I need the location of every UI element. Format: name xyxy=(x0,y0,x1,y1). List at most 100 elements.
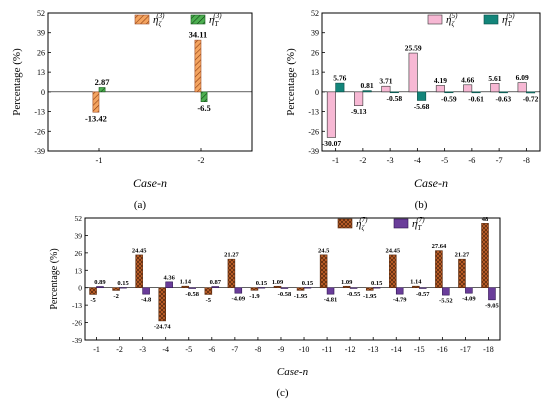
bar-eta-t xyxy=(326,287,335,295)
data-label: 34.11 xyxy=(189,30,208,40)
data-label: -0.58 xyxy=(185,291,199,298)
panel-b-chart: 52 39 26 13 0 -13 -26 -39 Percentage (%) -1 -30.07… xyxy=(285,9,541,211)
data-label: -4.8 xyxy=(141,297,152,304)
bar-eta-t xyxy=(389,91,399,94)
bar-eta-t xyxy=(211,286,220,289)
bar-eta-zeta xyxy=(326,91,336,138)
legend: ηζ(7) ηT(7) xyxy=(337,216,425,232)
bar-eta-zeta xyxy=(435,250,443,289)
data-label: -9.05 xyxy=(485,302,499,309)
plot-frame xyxy=(84,217,501,341)
legend-swatch xyxy=(393,218,409,229)
bar-eta-zeta xyxy=(319,254,328,289)
data-label: -4.09 xyxy=(462,296,476,303)
data-label: -0.72 xyxy=(523,94,539,103)
bar-eta-t xyxy=(444,91,454,94)
bar-eta-zeta xyxy=(517,82,527,93)
x-tick-label: -13 xyxy=(368,345,379,354)
y-axis-label: Percentage (%) xyxy=(285,48,297,116)
data-label: 0.15 xyxy=(371,280,383,287)
data-label: -2 xyxy=(113,293,118,300)
bar-eta-zeta xyxy=(481,223,489,289)
x-tick-label: -7 xyxy=(232,345,239,354)
y-tick-label: 0 xyxy=(78,284,82,293)
bar-eta-t xyxy=(465,287,473,294)
x-tick-label: -18 xyxy=(483,345,494,354)
bar-eta-zeta xyxy=(412,285,420,289)
x-tick-label: -6 xyxy=(468,155,475,165)
panel-c-chart: 52 39 26 13 0 -13 -26 -39 Percentage (%) -1 -5 0.89… xyxy=(49,214,501,399)
y-tick-label: 52 xyxy=(75,214,83,223)
plot-frame xyxy=(321,12,541,152)
bar-eta-zeta xyxy=(458,258,466,289)
x-axis-label: Case-n xyxy=(414,176,448,190)
legend-swatch xyxy=(337,218,353,229)
y-tick-label: -13 xyxy=(308,108,319,117)
y-tick-label: 26 xyxy=(311,48,319,57)
x-tick-label: -1 xyxy=(332,155,339,165)
x-tick-label: -5 xyxy=(441,155,448,165)
bar-eta-t xyxy=(257,287,266,289)
y-tick-label: 39 xyxy=(311,29,319,38)
bar-eta-zeta xyxy=(435,85,445,93)
bar-eta-t xyxy=(526,91,536,94)
x-tick-label: -1 xyxy=(95,155,102,165)
x-tick-label: -3 xyxy=(139,345,146,354)
legend-entry: ηζ(3) xyxy=(153,12,165,28)
bar-eta-zeta xyxy=(296,287,305,291)
bar-eta-t xyxy=(498,91,508,94)
y-tick-label: 26 xyxy=(75,249,83,258)
bar-eta-t xyxy=(188,287,196,289)
data-label: 27.64 xyxy=(432,243,447,250)
data-label: 4.36 xyxy=(163,274,175,281)
x-tick-label: -1 xyxy=(93,345,100,354)
data-label: -5 xyxy=(206,297,212,304)
bar-eta-t xyxy=(372,287,381,289)
data-label: 0.89 xyxy=(94,279,106,286)
legend-entry: ηζ(5) xyxy=(446,12,458,28)
legend-entry: ηT(7) xyxy=(412,216,425,232)
data-label: -30.07 xyxy=(322,139,342,148)
y-tick-label: 0 xyxy=(41,88,45,97)
data-label: -4.81 xyxy=(324,297,338,304)
bar-eta-t xyxy=(303,287,312,289)
data-label: -5.52 xyxy=(439,298,453,305)
bar-eta-zeta xyxy=(389,254,397,289)
y-tick-label: 13 xyxy=(75,266,83,275)
y-tick-label: 52 xyxy=(37,9,45,18)
bar-eta-zeta xyxy=(204,287,213,295)
data-label: 5.61 xyxy=(488,74,501,83)
bar-eta-zeta xyxy=(89,287,97,295)
panel-label: (a) xyxy=(134,199,147,211)
bar-eta-t xyxy=(280,287,289,289)
data-label: 1.09 xyxy=(341,279,353,286)
bar-eta-zeta xyxy=(354,91,364,107)
data-label: -0.59 xyxy=(441,94,457,103)
legend-swatch xyxy=(190,14,206,25)
panel-a-chart: 52 39 26 13 0 -13 -26 -39 Percentage (%) -1 -13.42… xyxy=(11,9,253,211)
panel-label: (b) xyxy=(415,199,428,211)
data-label: 0.15 xyxy=(256,280,268,287)
data-label: 3.71 xyxy=(379,77,392,86)
y-tick-label: -26 xyxy=(34,127,45,136)
data-label: -1.95 xyxy=(294,293,308,300)
legend: ηζ(3) ηT(3) xyxy=(134,12,222,28)
y-tick-label: 39 xyxy=(75,231,83,240)
x-tick-label: -3 xyxy=(387,155,394,165)
bar-eta-t xyxy=(142,287,150,295)
bar-eta-zeta xyxy=(112,287,120,291)
x-tick-label: -7 xyxy=(496,155,503,165)
data-label: -0.58 xyxy=(278,291,292,298)
data-label: -0.61 xyxy=(468,94,484,103)
bar-eta-zeta xyxy=(227,258,236,289)
data-label: -5 xyxy=(90,297,96,304)
data-label: -0.57 xyxy=(416,291,430,298)
x-tick-label: -4 xyxy=(414,155,422,165)
x-tick-label: -15 xyxy=(414,345,425,354)
bar-eta-t xyxy=(165,281,173,289)
data-label: 4.66 xyxy=(461,75,474,84)
data-label: 24.45 xyxy=(385,247,400,254)
data-label: 4.19 xyxy=(434,76,447,85)
bar-eta-t xyxy=(335,82,345,93)
data-label: 0.15 xyxy=(117,280,129,287)
